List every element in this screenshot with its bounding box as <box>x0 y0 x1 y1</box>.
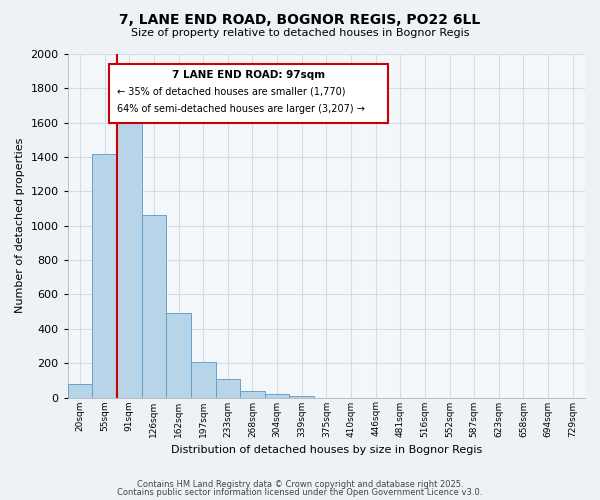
Bar <box>166 314 191 398</box>
Bar <box>215 378 240 398</box>
Bar <box>142 216 166 398</box>
Bar <box>92 154 117 398</box>
Text: Contains HM Land Registry data © Crown copyright and database right 2025.: Contains HM Land Registry data © Crown c… <box>137 480 463 489</box>
Text: Contains public sector information licensed under the Open Government Licence v3: Contains public sector information licen… <box>118 488 482 497</box>
Bar <box>289 396 314 398</box>
Text: 7, LANE END ROAD, BOGNOR REGIS, PO22 6LL: 7, LANE END ROAD, BOGNOR REGIS, PO22 6LL <box>119 12 481 26</box>
Bar <box>265 394 289 398</box>
Text: ← 35% of detached houses are smaller (1,770): ← 35% of detached houses are smaller (1,… <box>117 86 346 97</box>
Bar <box>240 390 265 398</box>
FancyBboxPatch shape <box>109 64 388 122</box>
Bar <box>117 120 142 398</box>
Y-axis label: Number of detached properties: Number of detached properties <box>15 138 25 314</box>
Text: 7 LANE END ROAD: 97sqm: 7 LANE END ROAD: 97sqm <box>172 70 325 81</box>
X-axis label: Distribution of detached houses by size in Bognor Regis: Distribution of detached houses by size … <box>171 445 482 455</box>
Text: Size of property relative to detached houses in Bognor Regis: Size of property relative to detached ho… <box>131 28 469 38</box>
Bar <box>68 384 92 398</box>
Text: 64% of semi-detached houses are larger (3,207) →: 64% of semi-detached houses are larger (… <box>117 104 365 114</box>
Bar <box>191 362 215 398</box>
